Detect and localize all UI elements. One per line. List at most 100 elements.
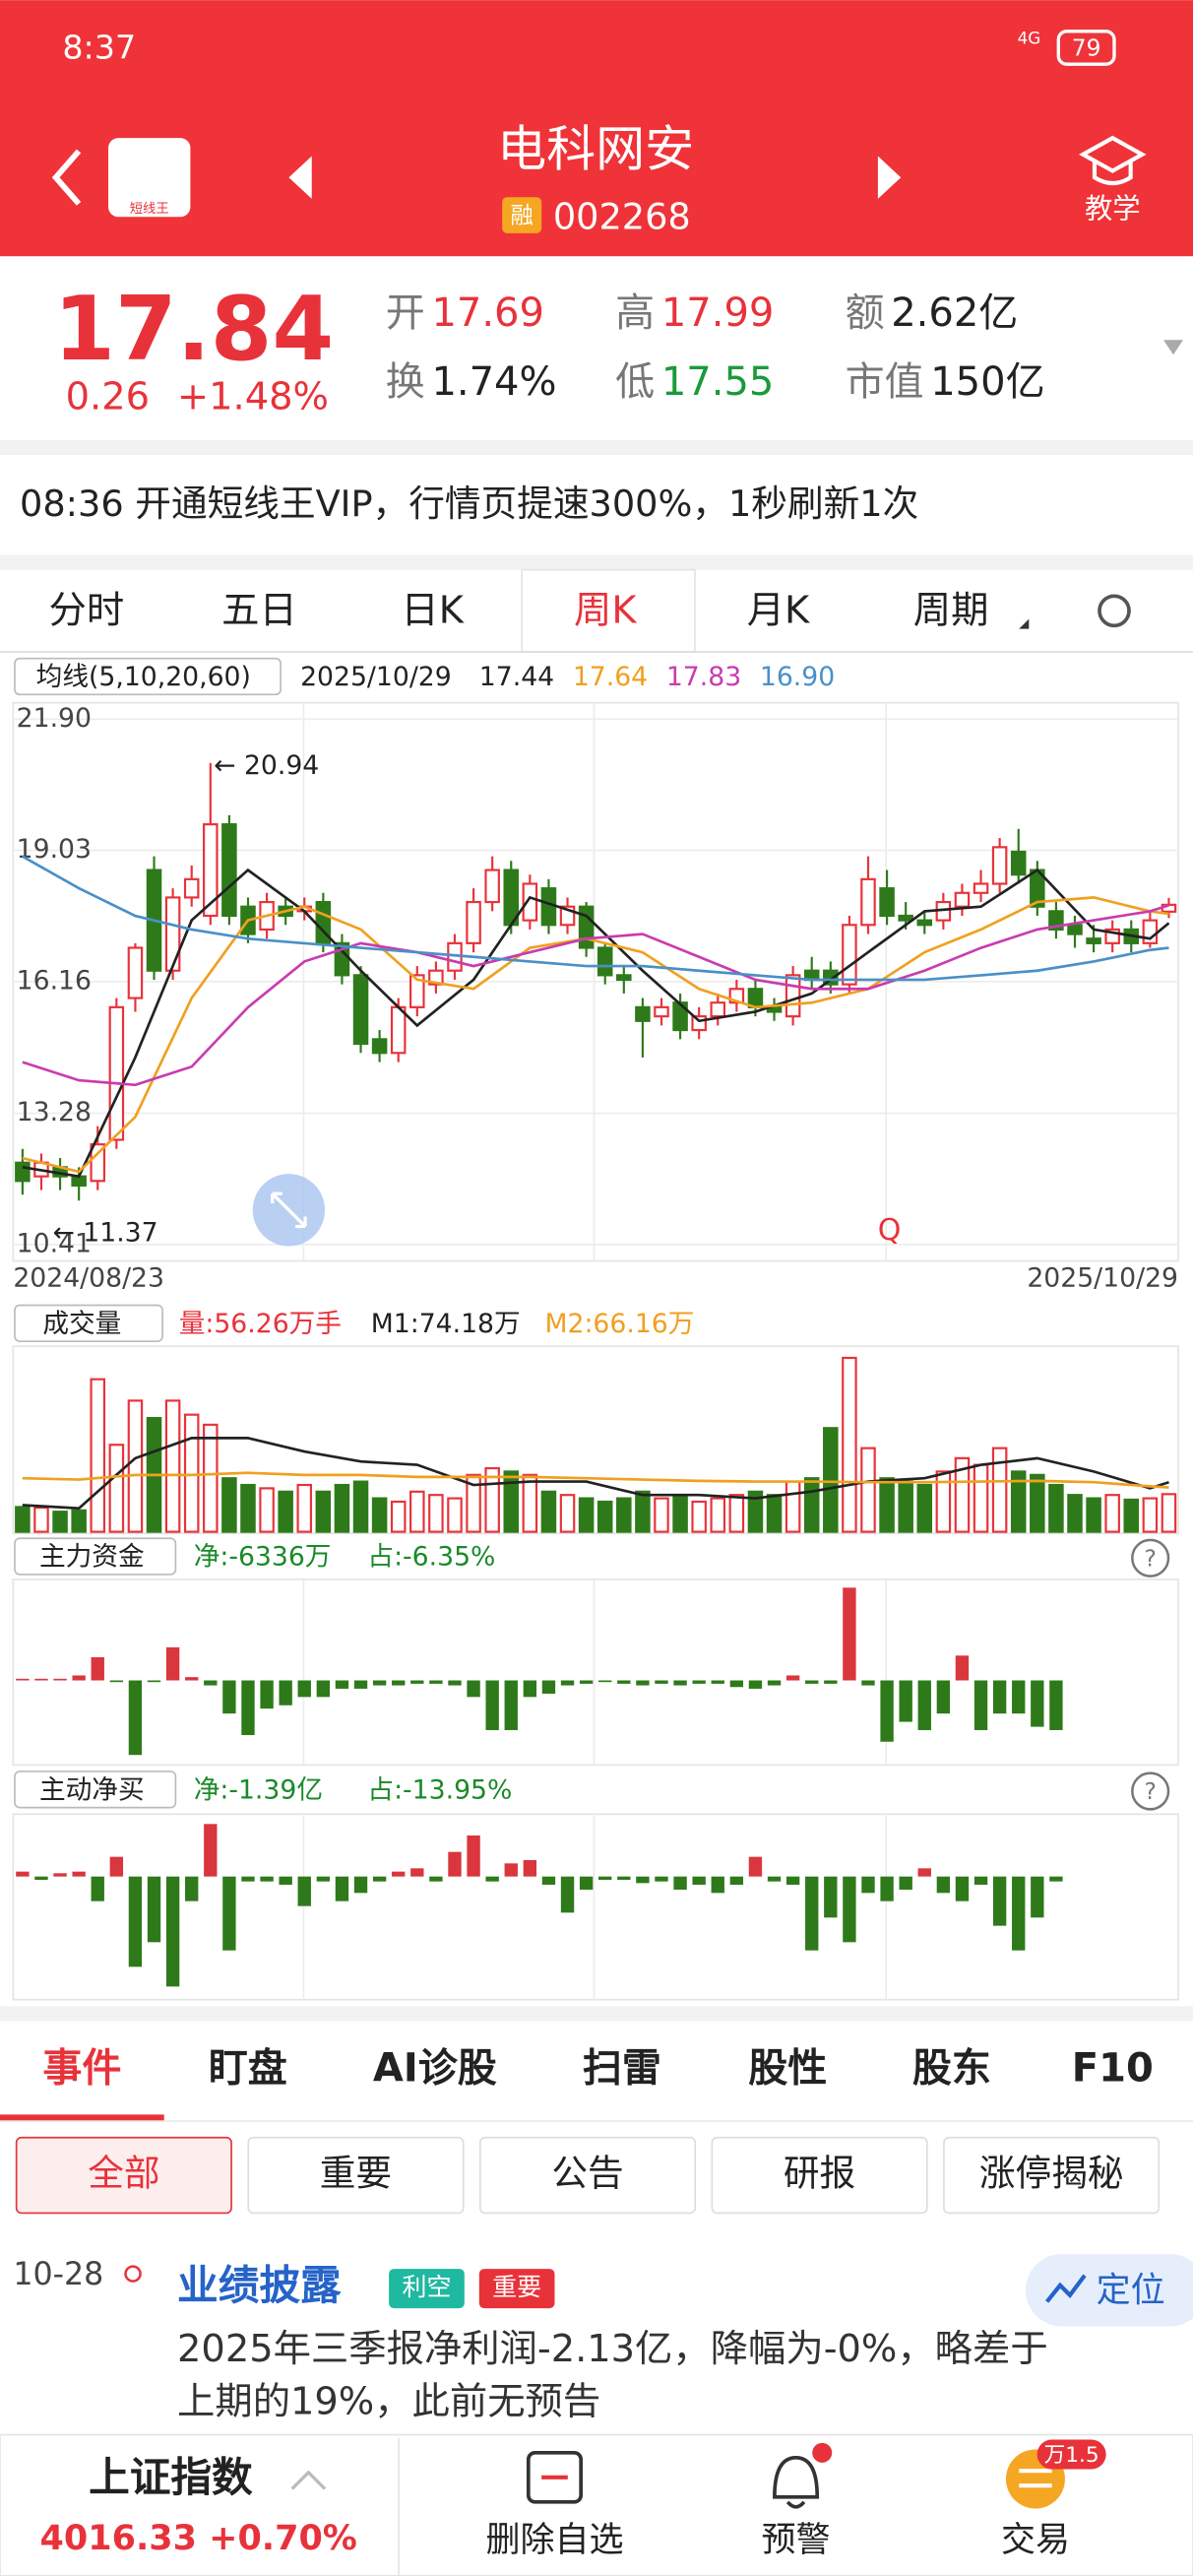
volume-bar — [578, 1497, 595, 1533]
quote-field: 额 2.62亿 — [846, 290, 1019, 336]
flow-bar — [392, 1680, 406, 1686]
flow-bar — [1012, 1876, 1026, 1951]
next-stock[interactable] — [877, 156, 902, 199]
flow-bar — [1031, 1876, 1044, 1918]
flow-bar — [880, 1680, 894, 1742]
alert-icon[interactable] — [773, 2455, 820, 2509]
candle-body — [1067, 924, 1083, 935]
flow-bar — [467, 1680, 480, 1698]
volume-bar — [1067, 1494, 1083, 1533]
flow-bar — [222, 1680, 236, 1714]
index-value: 4016.33 +0.70% — [40, 2519, 357, 2558]
filter[interactable]: 公告 — [551, 2153, 623, 2195]
volume-bar — [90, 1378, 106, 1533]
filter-bg[interactable] — [15, 2136, 232, 2215]
flow-bar — [785, 1876, 800, 1885]
volume-bar — [1123, 1498, 1140, 1533]
banner[interactable]: 08:36 开通短线王VIP，行情页提速300%，1秒刷新1次 — [20, 483, 918, 525]
chart-tab[interactable]: 五日 — [221, 588, 297, 632]
panel-button[interactable] — [14, 1537, 177, 1576]
filter[interactable]: 全部 — [88, 2153, 159, 2195]
flow-bar — [579, 1680, 594, 1684]
section-tab[interactable]: 事件 — [42, 2045, 121, 2091]
change: 0.26 — [66, 375, 150, 419]
chart-tab[interactable]: 月K — [747, 588, 810, 632]
filter-bg[interactable] — [247, 2136, 465, 2215]
section-tab[interactable]: 股东 — [912, 2045, 991, 2091]
event-line: 上期的19%，此前无预告 — [177, 2379, 600, 2423]
delete-icon[interactable] — [526, 2450, 583, 2504]
help[interactable] — [1131, 1771, 1170, 1811]
section-tab[interactable]: 扫雷 — [583, 2045, 661, 2091]
chart-tab[interactable]: 周K — [574, 588, 637, 632]
filter-bg[interactable] — [478, 2136, 697, 2215]
volume-bar — [108, 1444, 125, 1533]
ma-button[interactable] — [14, 657, 282, 696]
chart-tab[interactable]: 周期 — [913, 588, 989, 632]
ma-line — [22, 868, 1170, 1179]
volume-bar — [428, 1494, 444, 1533]
teach[interactable]: 教学 — [1085, 193, 1141, 225]
index-expand[interactable] — [290, 2470, 327, 2490]
flow-bar — [1049, 1680, 1063, 1730]
chart-tab[interactable]: 日K — [401, 588, 464, 632]
section-tab[interactable]: AI诊股 — [373, 2045, 497, 2091]
prev-stock[interactable] — [288, 156, 312, 199]
tab-underline — [0, 2114, 164, 2122]
logo-text: 短线王 — [130, 201, 169, 217]
trade-icon-lines — [1019, 2469, 1052, 2488]
candle-body — [654, 1005, 669, 1018]
mf-ratio: 占:-6.35% — [367, 1542, 495, 1573]
nav-item[interactable]: 删除自选 — [485, 2521, 623, 2560]
event-title[interactable]: 业绩披露 — [177, 2261, 342, 2309]
flow-bar — [34, 1678, 48, 1681]
volume-bar — [728, 1494, 745, 1533]
filter-bg[interactable] — [711, 2136, 928, 2215]
ab-title: 主动净买 — [39, 1774, 145, 1805]
filter[interactable]: 研报 — [784, 2153, 855, 2195]
back[interactable] — [51, 149, 82, 206]
quote-field: 低 17.55 — [615, 359, 774, 405]
nav-item[interactable]: 预警 — [762, 2521, 831, 2560]
help[interactable] — [1131, 1538, 1170, 1578]
locate[interactable]: 定位 — [1097, 2271, 1165, 2310]
flow-bar — [260, 1876, 274, 1882]
panel-button[interactable] — [14, 1304, 163, 1343]
chart-tab[interactable]: 分时 — [48, 588, 124, 632]
filter[interactable]: 涨停揭秘 — [979, 2153, 1124, 2195]
section-tab[interactable]: 股性 — [748, 2045, 827, 2091]
panel-button[interactable] — [14, 1771, 177, 1809]
flow-bar — [410, 1680, 424, 1684]
candle-body — [710, 1001, 726, 1018]
nav-item[interactable]: 交易 — [1001, 2521, 1070, 2560]
teach-icon[interactable] — [1079, 135, 1147, 186]
expand[interactable] — [1162, 340, 1183, 355]
flow-bar — [767, 1876, 782, 1882]
volume-bar — [766, 1494, 783, 1533]
candle-body — [785, 974, 801, 1018]
field-value: 17.55 — [661, 359, 775, 405]
candle-body — [540, 887, 557, 927]
nav-bg — [0, 2433, 1193, 2576]
candle-body — [860, 877, 876, 927]
locate-bg[interactable] — [1025, 2254, 1193, 2327]
index-name[interactable]: 上证指数 — [89, 2453, 253, 2501]
flow-bar — [1012, 1680, 1026, 1714]
divider — [0, 2006, 1193, 2022]
filter[interactable]: 重要 — [320, 2153, 392, 2195]
flow-bar — [504, 1863, 518, 1877]
section-tab[interactable]: 盯盘 — [209, 2045, 287, 2091]
network: 4G — [1018, 30, 1041, 48]
candle-body — [522, 882, 538, 922]
volume-bar — [466, 1473, 481, 1533]
volume-bar — [879, 1477, 895, 1533]
volume-bar — [860, 1447, 876, 1533]
logo[interactable] — [108, 138, 191, 218]
volume-bar — [203, 1423, 219, 1533]
settings[interactable] — [1098, 594, 1131, 628]
filter-bg[interactable] — [943, 2136, 1161, 2215]
volume-bar — [616, 1497, 632, 1533]
volume-bar — [691, 1500, 707, 1533]
volume-bar — [1104, 1494, 1120, 1533]
section-tab[interactable]: F10 — [1072, 2045, 1154, 2091]
